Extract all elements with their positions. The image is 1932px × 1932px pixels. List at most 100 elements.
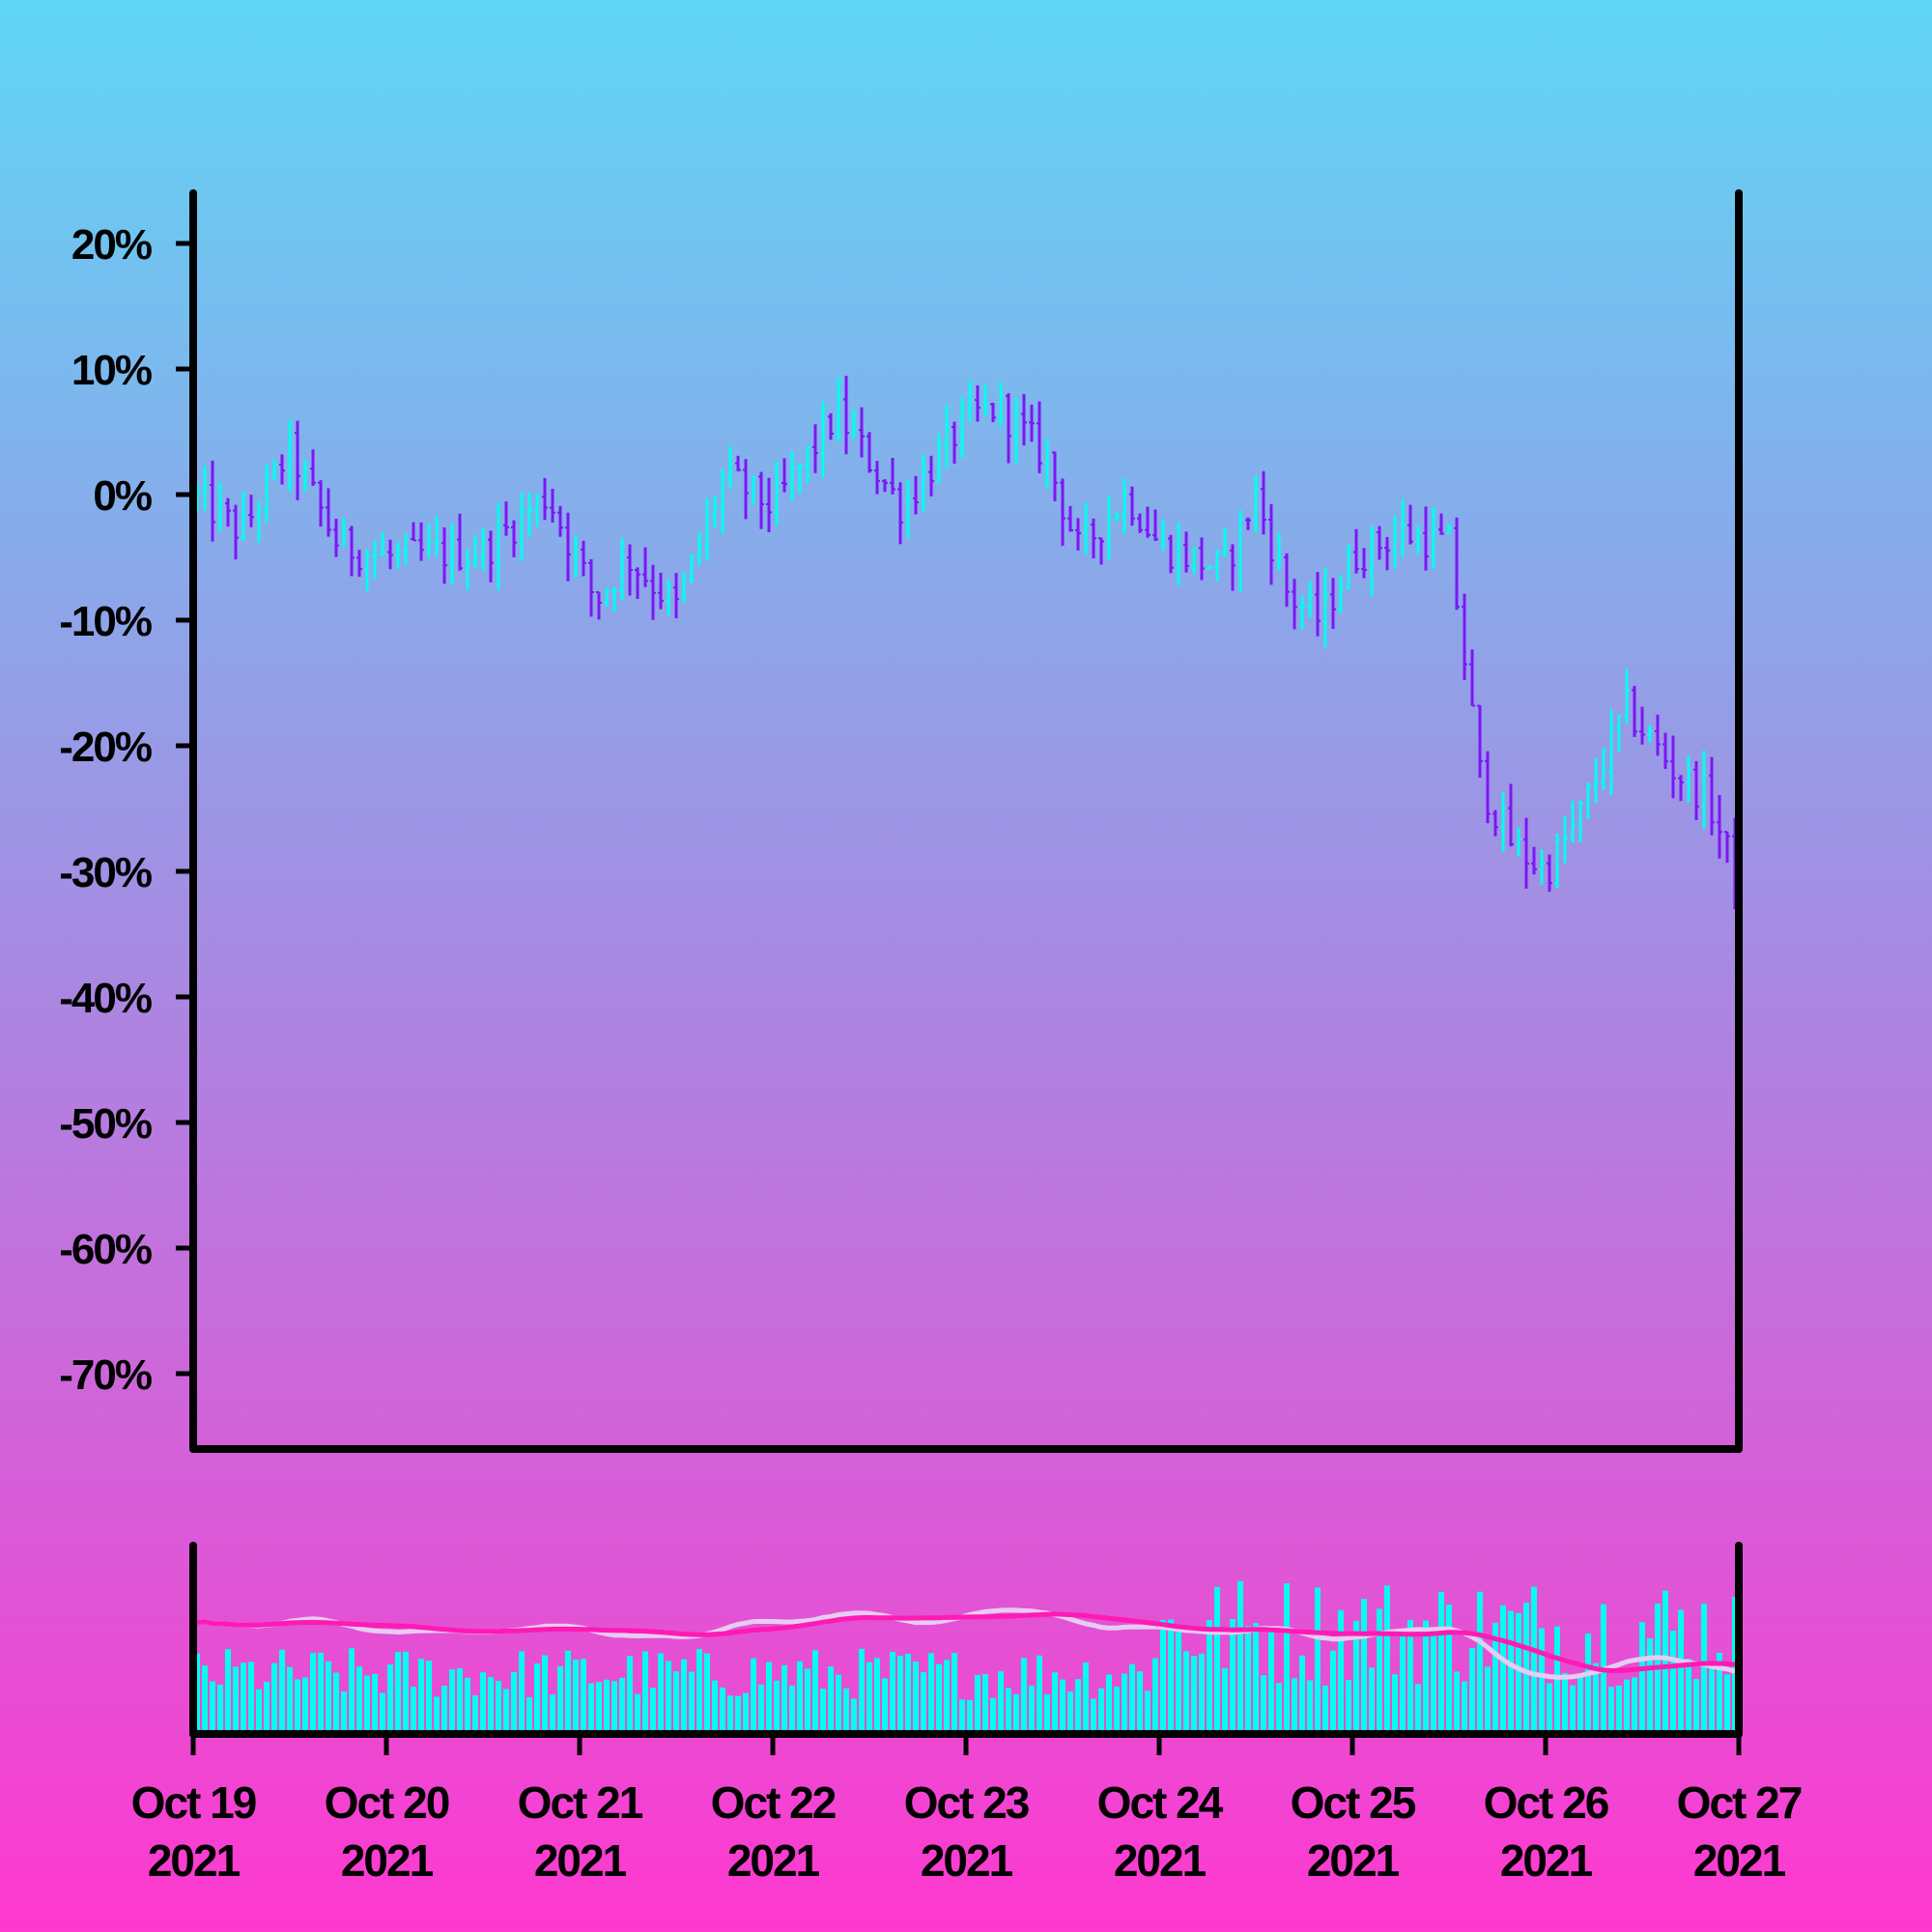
ohlc-bar — [1539, 849, 1545, 885]
ohlc-bar — [279, 454, 285, 485]
ohlc-bar — [1160, 520, 1166, 552]
price-panel: 20% 10% 0% -10% -20% -30% -40% -50% -60% -70% — [59, 189, 1743, 1453]
volume-bar — [805, 1668, 810, 1734]
ohlc-bar — [874, 461, 880, 495]
y-tick-label: 20% — [71, 221, 152, 269]
volume-bar — [1570, 1685, 1576, 1734]
volume-bar — [681, 1659, 687, 1734]
volume-bar — [766, 1662, 772, 1734]
ohlc-bar — [1438, 513, 1444, 535]
volume-bar — [990, 1697, 996, 1734]
volume-bar — [573, 1660, 579, 1734]
volume-bar — [411, 1686, 416, 1734]
ohlc-bar — [1276, 532, 1282, 571]
volume-bar — [1539, 1628, 1545, 1734]
ohlc-bar — [1268, 503, 1274, 585]
volume-bar — [1616, 1685, 1622, 1734]
ohlc-bar — [372, 540, 378, 580]
volume-bar — [526, 1696, 532, 1734]
ohlc-bar — [836, 377, 841, 441]
volume-bar — [1717, 1652, 1722, 1734]
ohlc-bar — [1052, 451, 1058, 501]
ohlc-bar — [928, 455, 934, 497]
volume-bar — [1199, 1653, 1205, 1734]
x-tick-label-year: 2021 — [534, 1835, 627, 1886]
volume-bar — [511, 1671, 517, 1734]
volume-bar — [1176, 1632, 1181, 1734]
ohlc-bar — [627, 544, 633, 596]
volume-bar — [1446, 1605, 1452, 1734]
ohlc-bar — [333, 518, 339, 557]
ohlc-bar — [434, 515, 440, 557]
ohlc-bar — [1647, 724, 1653, 743]
x-tick-label-year: 2021 — [727, 1835, 820, 1886]
ohlc-bar — [952, 421, 957, 464]
volume-bar — [1485, 1666, 1491, 1734]
ohlc-bar — [1678, 775, 1684, 802]
ohlc-bar — [681, 572, 687, 604]
volume-bar — [1222, 1667, 1228, 1734]
volume-bar — [418, 1659, 424, 1734]
volume-bar — [959, 1699, 965, 1734]
ohlc-bar — [1037, 401, 1042, 473]
volume-bar — [503, 1689, 509, 1734]
volume-bar — [472, 1695, 478, 1734]
volume-bar — [658, 1653, 664, 1734]
volume-bar — [1593, 1662, 1599, 1734]
ohlc-bar — [503, 501, 509, 536]
volume-bar — [743, 1692, 749, 1734]
ohlc-bar — [488, 530, 494, 582]
ohlc-bar — [1500, 791, 1506, 852]
ohlc-bar — [387, 539, 393, 570]
y-tick-label: -60% — [59, 1226, 152, 1273]
volume-bar — [1670, 1631, 1676, 1734]
volume-bar — [581, 1659, 586, 1734]
volume-bar — [210, 1681, 215, 1734]
volume-bar — [550, 1694, 555, 1734]
ohlc-bar — [1361, 548, 1367, 579]
volume-bar — [851, 1698, 857, 1734]
volume-bar — [1523, 1603, 1529, 1734]
ohlc-bar — [1407, 504, 1413, 545]
ohlc-bar — [751, 475, 756, 505]
ohlc-bar — [851, 411, 857, 439]
ohlc-bar — [1624, 668, 1630, 724]
volume-bar — [534, 1663, 540, 1734]
volume-bar — [271, 1662, 277, 1734]
ohlc-bar — [1129, 486, 1135, 526]
ohlc-bar — [1662, 732, 1668, 769]
volume-panel: Oct 19 2021 Oct 20 2021 Oct 21 2021 Oct 22 2021… — [131, 1542, 1804, 1886]
ohlc-bar — [1006, 393, 1011, 464]
ohlc-bar — [1477, 704, 1483, 778]
volume-bar — [557, 1665, 563, 1734]
y-tick-label: -50% — [59, 1100, 152, 1148]
ohlc-bar — [295, 420, 300, 500]
x-tick-label-date: Oct 23 — [904, 1777, 1029, 1828]
volume-bar — [241, 1662, 246, 1734]
volume-bar — [982, 1674, 988, 1734]
ohlc-bar — [557, 505, 563, 537]
volume-bar — [1693, 1679, 1699, 1734]
ohlc-bar — [1508, 783, 1514, 847]
volume-bar — [426, 1660, 432, 1734]
volume-bar — [1415, 1684, 1421, 1734]
ohlc-bar — [1315, 572, 1321, 637]
volume-bar — [1686, 1659, 1691, 1734]
volume-bar — [356, 1666, 362, 1734]
volume-bar — [1361, 1599, 1367, 1734]
ohlc-bar — [1632, 685, 1637, 737]
ohlc-bar — [882, 479, 888, 493]
volume-bar — [395, 1652, 401, 1734]
volume-bar — [1423, 1620, 1429, 1734]
ohlc-bar — [897, 482, 903, 545]
ohlc-bar — [341, 517, 347, 547]
ohlc-bar — [395, 542, 401, 569]
volume-bar — [998, 1671, 1004, 1734]
ohlc-bar — [403, 533, 409, 565]
ohlc-bar — [1593, 757, 1599, 804]
ohlc-bar — [256, 500, 262, 543]
ohlc-bar — [1562, 816, 1568, 864]
volume-bar — [828, 1666, 834, 1734]
volume-bar — [1083, 1662, 1089, 1734]
volume-bar — [1261, 1675, 1266, 1734]
